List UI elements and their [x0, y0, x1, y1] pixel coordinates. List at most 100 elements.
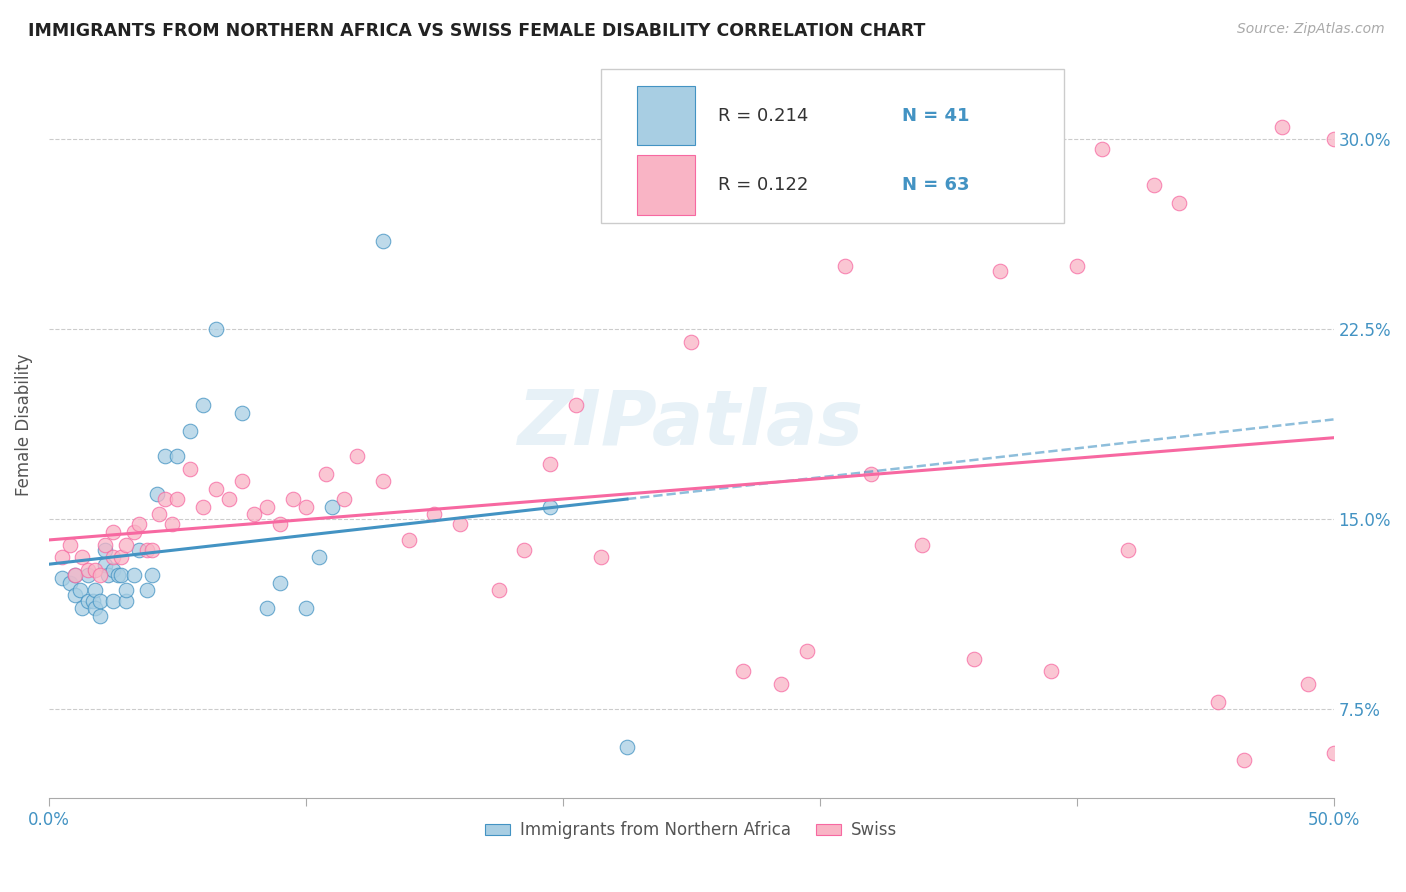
Point: [115, 538, 138, 552]
Point: [346, 449, 368, 463]
Point: [128, 517, 150, 532]
Point: [1296, 677, 1319, 691]
Point: [103, 593, 125, 607]
Point: [1116, 542, 1139, 557]
Point: [153, 492, 176, 507]
Point: [51, 571, 73, 585]
Point: [218, 492, 240, 507]
Point: [76, 593, 98, 607]
Point: [1322, 746, 1344, 760]
Point: [1232, 753, 1254, 767]
Point: [103, 563, 125, 577]
Point: [731, 665, 754, 679]
Point: [321, 500, 343, 514]
Point: [89, 568, 111, 582]
Point: [94, 558, 117, 572]
Point: [146, 487, 169, 501]
Point: [281, 492, 304, 507]
Text: IMMIGRANTS FROM NORTHERN AFRICA VS SWISS FEMALE DISABILITY CORRELATION CHART: IMMIGRANTS FROM NORTHERN AFRICA VS SWISS…: [28, 22, 925, 40]
Point: [166, 449, 188, 463]
Point: [1322, 132, 1344, 146]
Point: [153, 449, 176, 463]
Point: [591, 550, 613, 565]
Point: [398, 533, 420, 547]
Point: [76, 568, 98, 582]
Point: [1271, 120, 1294, 134]
Point: [988, 264, 1011, 278]
Point: [58, 538, 80, 552]
Bar: [637, 155, 695, 215]
Point: [115, 583, 138, 598]
Point: [69, 583, 91, 598]
Point: [166, 492, 188, 507]
Point: [97, 568, 120, 582]
Bar: [637, 86, 695, 145]
Y-axis label: Female Disability: Female Disability: [15, 353, 32, 496]
Point: [333, 492, 356, 507]
Point: [269, 575, 291, 590]
Point: [796, 644, 818, 658]
Point: [1168, 195, 1191, 210]
Point: [449, 517, 471, 532]
Point: [538, 457, 561, 471]
Point: [488, 583, 510, 598]
Point: [141, 568, 163, 582]
Point: [231, 406, 253, 420]
Point: [1206, 695, 1229, 709]
Point: [911, 538, 934, 552]
Text: R = 0.122: R = 0.122: [718, 176, 808, 194]
Point: [63, 568, 86, 582]
Legend: Immigrants from Northern Africa, Swiss: Immigrants from Northern Africa, Swiss: [478, 814, 904, 846]
Point: [63, 568, 86, 582]
Point: [76, 563, 98, 577]
Point: [128, 542, 150, 557]
Point: [256, 601, 278, 615]
Point: [103, 525, 125, 540]
Point: [423, 508, 446, 522]
Point: [371, 475, 394, 489]
Point: [538, 500, 561, 514]
Point: [256, 500, 278, 514]
Point: [107, 568, 129, 582]
Point: [770, 677, 793, 691]
Point: [135, 583, 157, 598]
FancyBboxPatch shape: [602, 70, 1064, 223]
Text: N = 63: N = 63: [901, 176, 969, 194]
Point: [295, 601, 318, 615]
Point: [513, 542, 536, 557]
Point: [1039, 665, 1062, 679]
Point: [63, 589, 86, 603]
Point: [243, 508, 266, 522]
Point: [122, 568, 145, 582]
Point: [191, 398, 214, 412]
Point: [681, 334, 703, 349]
Point: [834, 259, 856, 273]
Point: [141, 542, 163, 557]
Point: [94, 538, 117, 552]
Point: [295, 500, 318, 514]
Point: [103, 550, 125, 565]
Point: [162, 517, 184, 532]
Text: Source: ZipAtlas.com: Source: ZipAtlas.com: [1237, 22, 1385, 37]
Point: [89, 608, 111, 623]
Point: [82, 593, 104, 607]
Point: [371, 234, 394, 248]
Point: [58, 575, 80, 590]
Point: [84, 583, 107, 598]
Point: [84, 601, 107, 615]
Point: [89, 593, 111, 607]
Point: [122, 525, 145, 540]
Point: [205, 482, 228, 496]
Point: [231, 475, 253, 489]
Point: [860, 467, 883, 481]
Point: [94, 542, 117, 557]
Point: [110, 568, 132, 582]
Point: [84, 563, 107, 577]
Text: R = 0.214: R = 0.214: [718, 106, 808, 125]
Point: [72, 550, 94, 565]
Point: [191, 500, 214, 514]
Text: ZIPatlas: ZIPatlas: [519, 387, 865, 461]
Point: [1091, 143, 1114, 157]
Point: [179, 462, 201, 476]
Point: [179, 424, 201, 438]
